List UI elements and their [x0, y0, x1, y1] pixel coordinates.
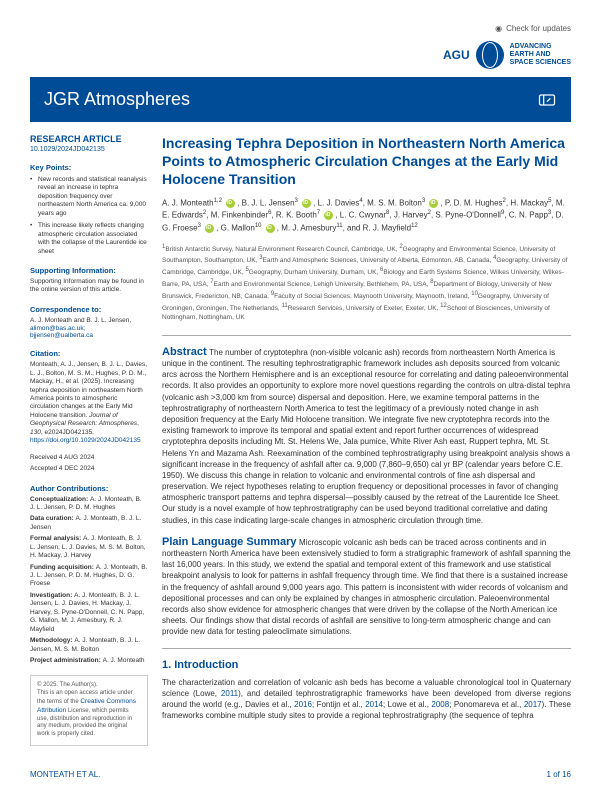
publisher-logo: AGU ADVANCINGEARTH ANDSPACE SCIENCES [30, 41, 571, 69]
orcid-icon[interactable] [324, 211, 333, 220]
check-updates-label: Check for updates [506, 24, 571, 33]
citation-text: Monteath, A. J., Jensen, B. J. L., Davie… [30, 361, 148, 445]
intro-text: The characterization and correlation of … [162, 677, 571, 722]
copyright: © 2025. The Author(s). [37, 682, 141, 690]
correspondence-names: A. J. Monteath and B. J. L. Jensen, [30, 317, 148, 325]
publisher-name: AGU [443, 48, 470, 62]
supporting-text: Supporting Information may be found in t… [30, 278, 148, 295]
key-points-list: New records and statistical reanalysis r… [30, 176, 148, 256]
journal-name: JGR Atmospheres [44, 89, 190, 110]
contrib-item: Data curation: A. J. Monteath, B. J. L. … [30, 515, 148, 532]
footer-author: MONTEATH ET AL. [30, 770, 100, 779]
orcid-icon[interactable] [302, 199, 311, 208]
article-type: RESEARCH ARTICLE [30, 134, 148, 144]
publisher-tagline: ADVANCINGEARTH ANDSPACE SCIENCES [510, 43, 571, 66]
intro-head: 1. Introduction [162, 659, 571, 671]
license-text: This is an open access article under the… [37, 690, 141, 739]
orcid-icon[interactable] [226, 199, 235, 208]
key-points-head: Key Points: [30, 163, 148, 172]
contrib-item: Conceptualization: A. J. Monteath, B. J.… [30, 496, 148, 513]
agu-globe-icon [476, 41, 504, 69]
abstract-block: Abstract The number of cryptotephra (non… [162, 346, 571, 526]
page-footer: MONTEATH ET AL. 1 of 16 [0, 762, 601, 787]
divider [162, 335, 571, 336]
contrib-item: Formal analysis: A. J. Monteath, B. J. L… [30, 535, 148, 560]
citation-head: Citation: [30, 349, 148, 358]
plain-summary-block: Plain Language Summary Microscopic volca… [162, 536, 571, 638]
correspondence-head: Correspondence to: [30, 305, 148, 314]
divider [162, 648, 571, 649]
main-content: Increasing Tephra Deposition in Northeas… [162, 134, 571, 746]
key-point-item: New records and statistical reanalysis r… [30, 176, 148, 218]
contrib-item: Project administration: A. J. Monteath [30, 657, 148, 665]
license-box: © 2025. The Author(s). This is an open a… [30, 675, 148, 746]
orcid-icon[interactable] [429, 199, 438, 208]
affiliations: 1British Antarctic Survey, Natural Envir… [162, 243, 571, 323]
received-date: Received 4 AUG 2024 [30, 454, 148, 462]
supporting-head: Supporting Information: [30, 266, 148, 275]
authors-list: A. J. Monteath1,2 , B. J. L. Jensen3 , L… [162, 197, 571, 235]
check-updates-badge[interactable]: ◉ Check for updates [495, 24, 571, 33]
plain-text: Microscopic volcanic ash beds can be tra… [162, 538, 571, 637]
abstract-head: Abstract [162, 346, 207, 358]
footer-page: 1 of 16 [547, 770, 571, 779]
contrib-item: Methodology: A. J. Monteath, B. J. L. Je… [30, 637, 148, 654]
contrib-item: Funding acquisition: A. J. Monteath, B. … [30, 564, 148, 589]
key-point-item: This increase likely reflects changing a… [30, 222, 148, 256]
journal-banner: JGR Atmospheres [30, 77, 571, 122]
article-title: Increasing Tephra Deposition in Northeas… [162, 134, 571, 189]
orcid-icon[interactable] [205, 224, 214, 233]
plain-head: Plain Language Summary [162, 536, 296, 548]
correspondence-email[interactable]: alimon@bas.ac.uk; [30, 325, 148, 332]
contrib-head: Author Contributions: [30, 484, 148, 493]
correspondence-email[interactable]: bjjensen@ualberta.ca [30, 332, 148, 339]
contrib-item: Investigation: A. J. Monteath, B. J. L. … [30, 592, 148, 634]
accepted-date: Accepted 4 DEC 2024 [30, 465, 148, 473]
abstract-text: The number of cryptotephra (non-visible … [162, 348, 570, 525]
doi: 10.1029/2024JD042135 [30, 146, 148, 153]
check-updates-icon: ◉ [495, 24, 502, 33]
journal-icon [537, 90, 557, 110]
orcid-icon[interactable] [266, 224, 275, 233]
sidebar: RESEARCH ARTICLE 10.1029/2024JD042135 Ke… [30, 134, 148, 746]
